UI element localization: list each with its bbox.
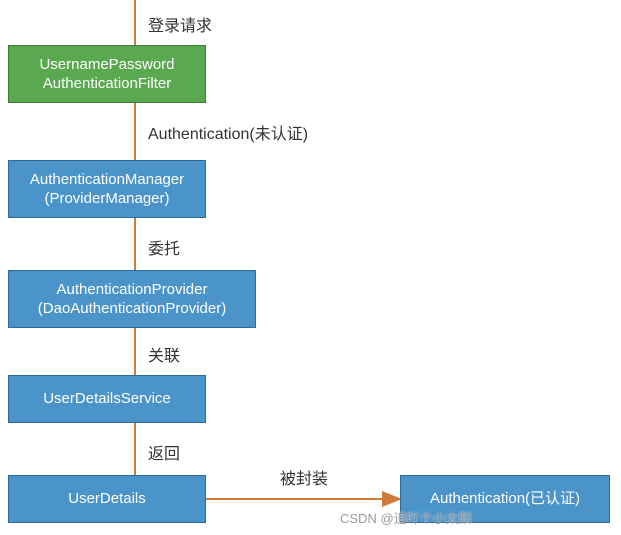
node-text: AuthenticationFilter <box>43 74 171 94</box>
edge-label-delegate: 委托 <box>148 235 180 259</box>
node-text: AuthenticationProvider <box>57 280 208 300</box>
node-text: UserDetails <box>68 489 146 509</box>
node-user-details-service: UserDetailsService <box>8 375 206 423</box>
edge-label-unauthenticated: Authentication(未认证) <box>148 120 308 144</box>
edge-label-return: 返回 <box>148 440 180 464</box>
node-username-password-filter: UsernamePassword AuthenticationFilter <box>8 45 206 103</box>
node-authentication-manager: AuthenticationManager (ProviderManager) <box>8 160 206 218</box>
node-authentication-provider: AuthenticationProvider (DaoAuthenticatio… <box>8 270 256 328</box>
node-text: UsernamePassword <box>39 55 174 75</box>
node-text: AuthenticationManager <box>30 170 184 190</box>
watermark-text: CSDN @追吖个小太阳 <box>340 508 472 527</box>
edge-label-wrapped: 被封装 <box>280 465 328 489</box>
flow-diagram: UsernamePassword AuthenticationFilter Au… <box>0 0 621 535</box>
node-text: Authentication(已认证) <box>430 489 580 509</box>
node-text: (DaoAuthenticationProvider) <box>38 299 226 319</box>
edge-label-login-request: 登录请求 <box>148 12 212 36</box>
edge-label-associate: 关联 <box>148 342 180 366</box>
node-text: (ProviderManager) <box>44 189 169 209</box>
node-user-details: UserDetails <box>8 475 206 523</box>
node-text: UserDetailsService <box>43 389 171 409</box>
